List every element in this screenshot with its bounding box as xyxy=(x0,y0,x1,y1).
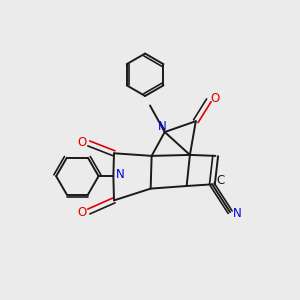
Text: C: C xyxy=(216,174,224,187)
Text: O: O xyxy=(210,92,219,105)
Text: N: N xyxy=(233,207,242,220)
Text: N: N xyxy=(158,120,167,133)
Text: O: O xyxy=(78,136,87,149)
Text: N: N xyxy=(116,168,124,181)
Text: O: O xyxy=(78,206,87,219)
